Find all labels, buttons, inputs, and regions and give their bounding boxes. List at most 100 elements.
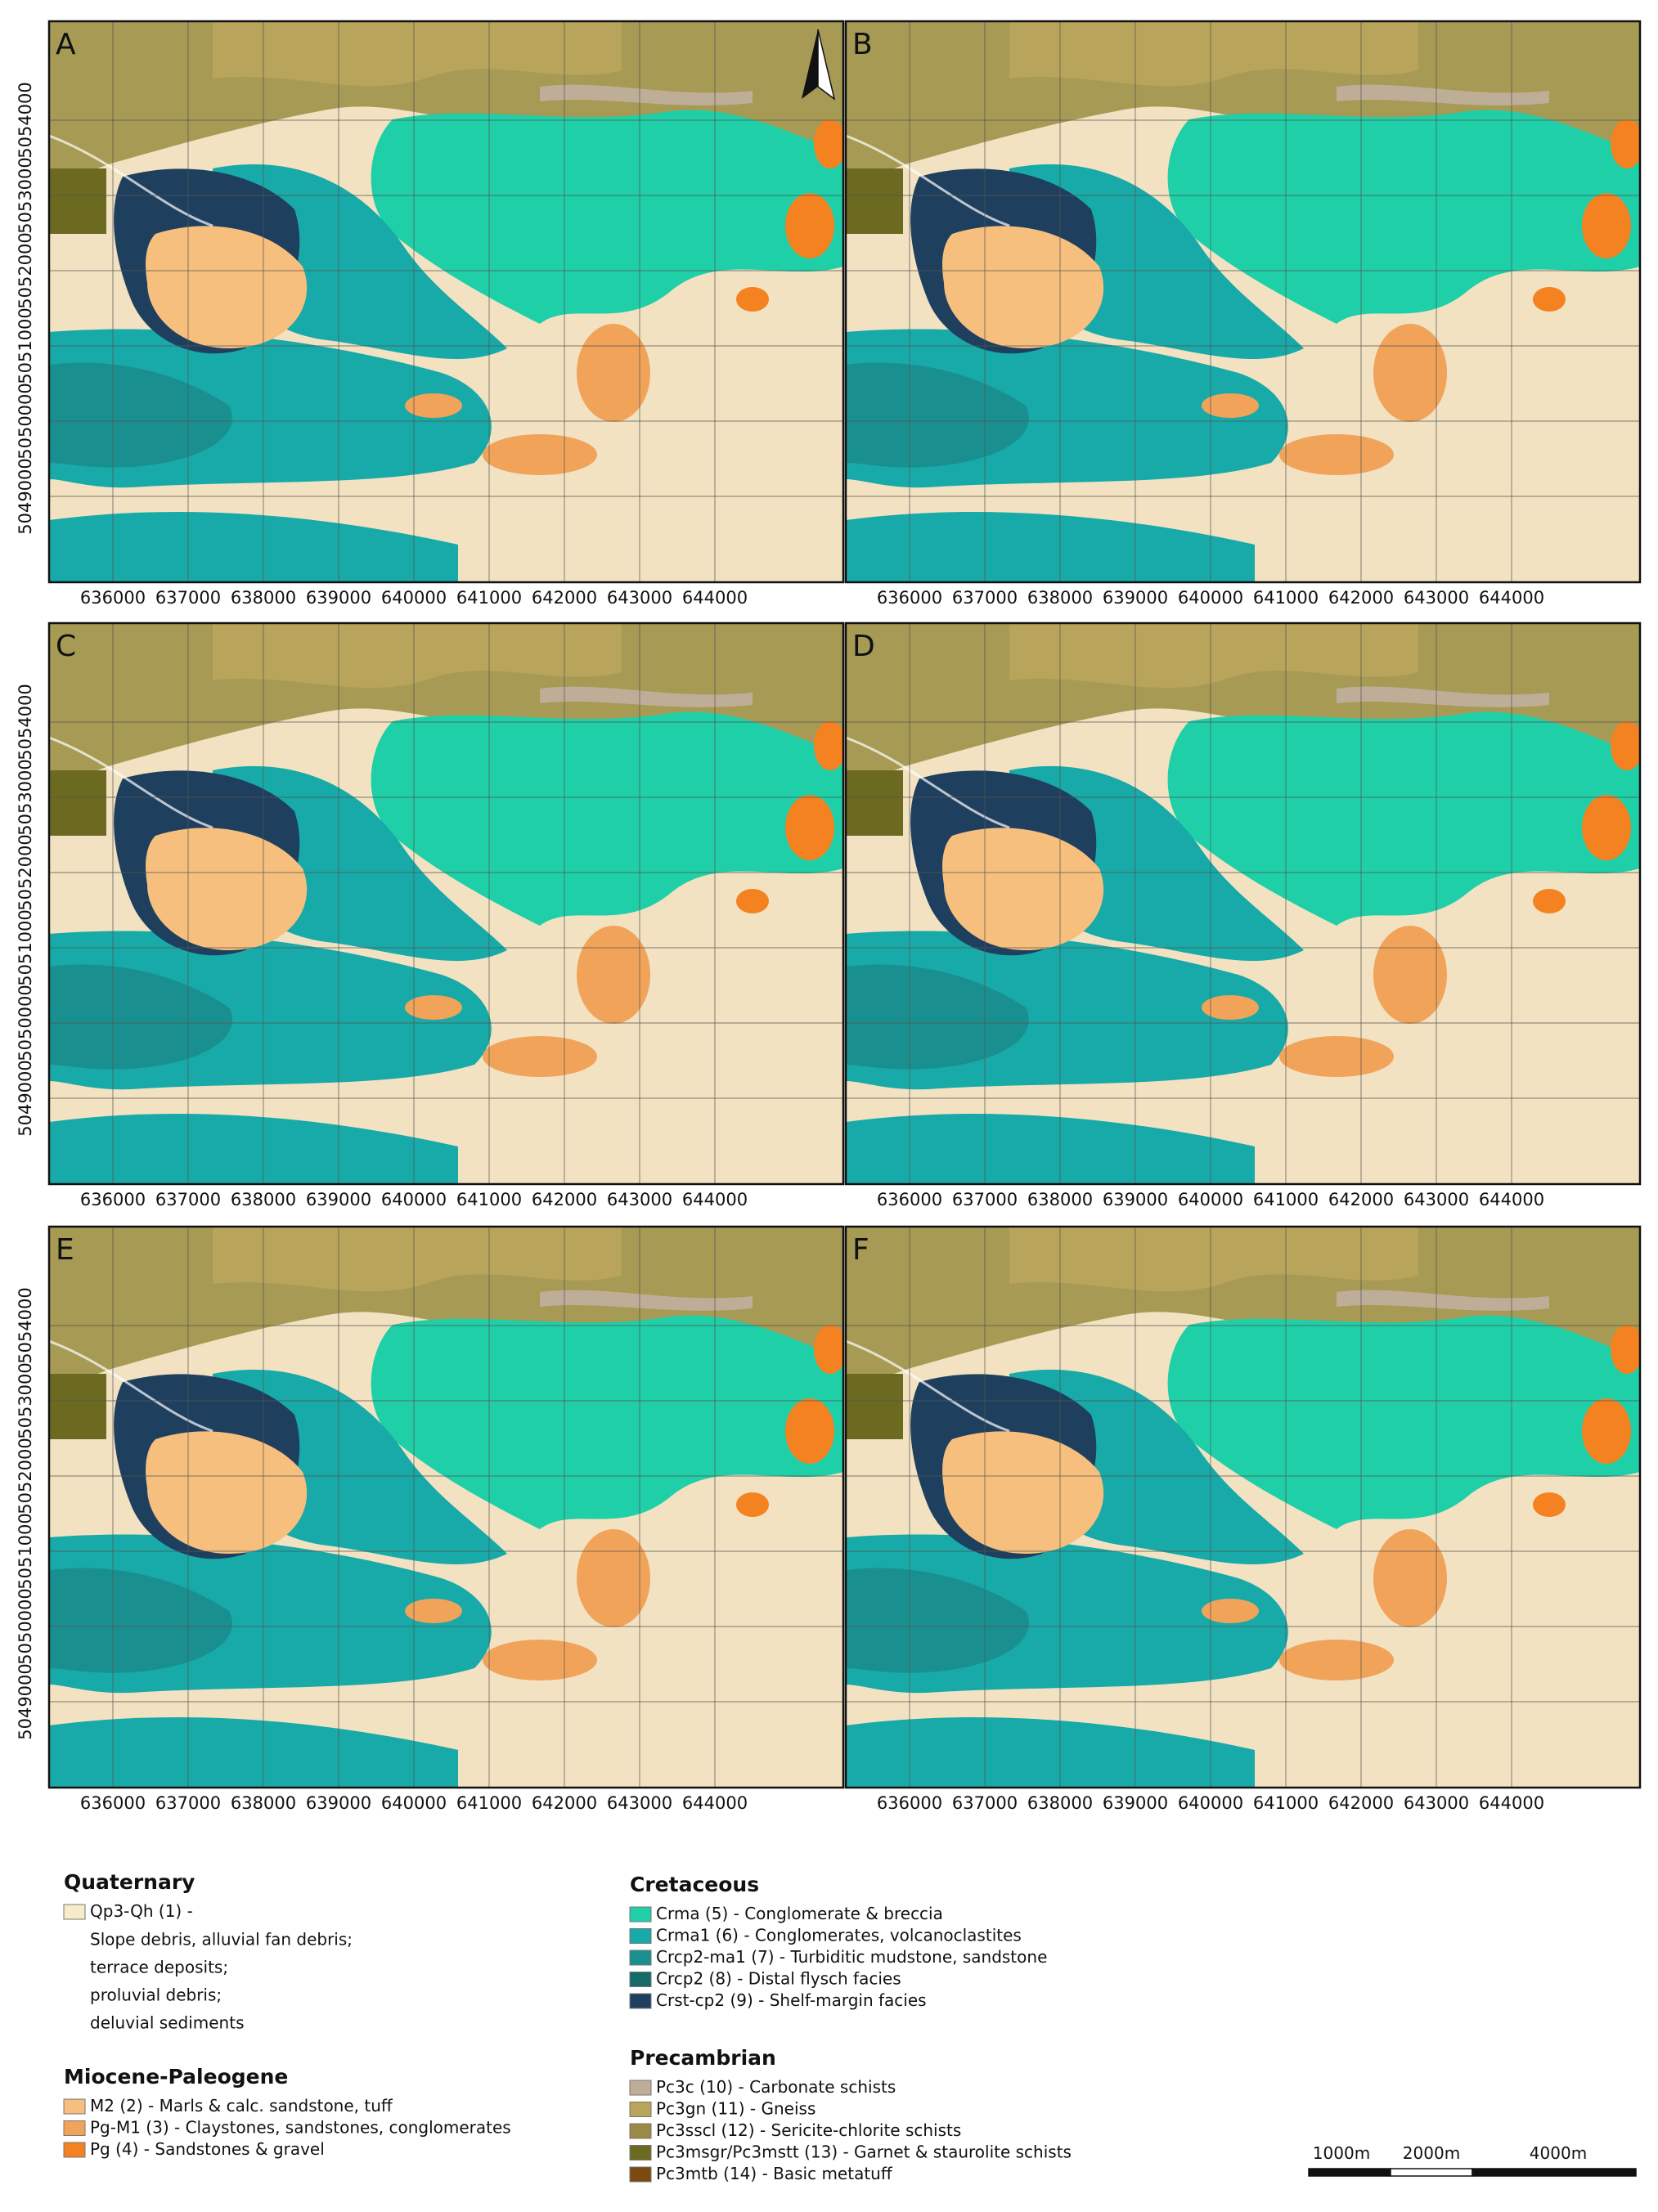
legend-label: Crma1 (6) - Conglomerates, volcanoclasti… (656, 1926, 1022, 1945)
y-tick-label: 5052000 (16, 232, 35, 309)
map-raster (846, 623, 1643, 1184)
x-tick-label: 643000 (1404, 1190, 1469, 1209)
scale-label: 2000m (1403, 2143, 1460, 2163)
x-tick-label: 636000 (877, 588, 942, 608)
x-tick-label: 642000 (532, 1793, 597, 1813)
x-tick-label: 638000 (1027, 1793, 1093, 1813)
legend-swatch (629, 1950, 652, 1966)
scale-bar: 1000m 2000m 4000m (1308, 2143, 1637, 2177)
map-image (846, 21, 1643, 582)
x-tick-label: 641000 (1253, 588, 1319, 608)
panel-border (47, 20, 845, 584)
legend-label: Crma (5) - Conglomerate & breccia (656, 1904, 943, 1923)
legend-swatch (629, 2102, 652, 2117)
x-tick-label: 641000 (456, 1190, 522, 1209)
legend-note: deluvial sediments (90, 2013, 245, 2033)
north-arrow (802, 29, 818, 99)
legend-swatch (629, 1972, 652, 1987)
map-panel: 636000 637000 638000 639000 640000 641000 6420… (844, 20, 1643, 608)
legend-swatch (63, 2142, 86, 2158)
scale-segment (1472, 2168, 1637, 2177)
scale-segment (1390, 2168, 1473, 2177)
x-tick-label: 642000 (532, 1190, 597, 1209)
y-tick-label: 5054000 (16, 82, 35, 159)
panel-border (47, 1225, 845, 1789)
x-tick-label: 641000 (1253, 1190, 1319, 1209)
x-tick-label: 637000 (952, 588, 1018, 608)
legend-label: M2 (2) - Marls & calc. sandstone, tuff (90, 2096, 393, 2116)
x-tick-label: 636000 (877, 1793, 942, 1813)
x-tick-label: 643000 (607, 588, 672, 608)
x-tick-label: 643000 (1404, 1793, 1469, 1813)
x-tick-label: 642000 (1328, 1190, 1394, 1209)
legend-swatch (63, 2098, 86, 2115)
x-tick-label: 639000 (1103, 588, 1168, 608)
x-tick-label: 638000 (231, 1793, 296, 1813)
x-tick-label: 644000 (682, 588, 748, 608)
x-tick-label: 636000 (80, 1793, 146, 1813)
legend-note: proluvial debris; (90, 1985, 222, 2005)
legend-label: Pc3sscl (12) - Sericite-chlorite schists (656, 2120, 961, 2140)
map-image (49, 623, 847, 1184)
panel-letter: D (852, 630, 875, 663)
panel-border (844, 621, 1642, 1186)
x-tick-label: 637000 (952, 1793, 1018, 1813)
scale-segment (1308, 2168, 1391, 2177)
x-tick-label: 640000 (381, 1190, 447, 1209)
x-tick-label: 639000 (306, 588, 371, 608)
x-tick-label: 638000 (231, 1190, 296, 1209)
x-tick-label: 636000 (877, 1190, 942, 1209)
panel-border (47, 621, 845, 1186)
x-tick-label: 642000 (1328, 588, 1394, 608)
legend-label: Qp3-Qh (1) - (90, 1901, 193, 1921)
legend-label: Pc3gn (11) - Gneiss (656, 2099, 816, 2119)
panel-border (844, 20, 1642, 584)
legend-swatch (629, 1928, 652, 1944)
x-tick-label: 640000 (1178, 1793, 1243, 1813)
x-tick-label: 644000 (682, 1793, 748, 1813)
y-tick-label: 5054000 (16, 684, 35, 761)
x-tick-label: 644000 (682, 1190, 748, 1209)
legend-heading: Precambrian (630, 2046, 776, 2070)
x-tick-label: 638000 (1027, 1190, 1093, 1209)
legend-swatch (629, 2166, 652, 2183)
map-raster (49, 21, 847, 582)
legend-heading: Miocene-Paleogene (64, 2065, 288, 2089)
map-raster (846, 1227, 1643, 1788)
x-tick-label: 644000 (1479, 588, 1544, 608)
x-tick-label: 639000 (306, 1793, 371, 1813)
y-tick-label: 5050000 (16, 383, 35, 460)
panel-letter: E (56, 1233, 74, 1267)
y-tick-label: 5049000 (16, 1663, 35, 1740)
y-tick-label: 5053000 (16, 759, 35, 836)
legend-label: Pc3mtb (14) - Basic metatuff (656, 2164, 893, 2183)
x-tick-label: 639000 (1103, 1190, 1168, 1209)
legend-label: Crcp2-ma1 (7) - Turbiditic mudstone, san… (656, 1947, 1047, 1967)
legend-swatch (629, 2080, 652, 2096)
legend-swatch (629, 1906, 652, 1923)
x-tick-label: 637000 (155, 1793, 221, 1813)
x-tick-label: 639000 (1103, 1793, 1168, 1813)
x-tick-label: 637000 (155, 588, 221, 608)
y-tick-label: 5053000 (16, 157, 35, 234)
north-arrow (817, 29, 836, 101)
y-tick-label: 5052000 (16, 1438, 35, 1514)
legend-heading: Quaternary (64, 1870, 195, 1894)
legend-swatch (629, 1993, 652, 2009)
map-raster (49, 1227, 847, 1788)
scale-label: 1000m (1313, 2143, 1370, 2163)
panel-letter: B (852, 28, 873, 61)
legend-label: Crst-cp2 (9) - Shelf-margin facies (656, 1990, 927, 2010)
legend-swatch (629, 2145, 652, 2160)
legend-label: Pg (4) - Sandstones & gravel (90, 2139, 325, 2159)
map-panel: 636000 637000 638000 639000 640000 641000 6420… (844, 1225, 1643, 1813)
legend-swatch (629, 2123, 652, 2139)
x-tick-label: 641000 (456, 1793, 522, 1813)
x-tick-label: 641000 (456, 588, 522, 608)
x-tick-label: 642000 (1328, 1793, 1394, 1813)
x-tick-label: 638000 (231, 588, 296, 608)
x-tick-label: 638000 (1027, 588, 1093, 608)
map-raster (846, 21, 1643, 582)
legend-note: terrace deposits; (90, 1958, 228, 1977)
